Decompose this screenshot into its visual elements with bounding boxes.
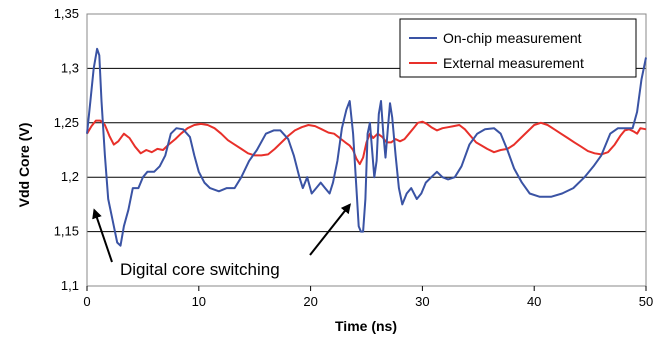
y-axis-ticks: 1,1 1,15 1,2 1,25 1,3 1,35: [54, 6, 79, 293]
plot-area: [86, 13, 647, 287]
legend-entry-on-chip: On-chip measurement: [443, 30, 582, 46]
x-axis-label: Time (ns): [335, 318, 397, 334]
annotation-text: Digital core switching: [120, 260, 280, 279]
y-axis-label: Vdd Core (V): [16, 123, 32, 208]
x-tick-label: 50: [639, 294, 653, 309]
legend-entry-external: External measurement: [443, 55, 584, 71]
x-tick-label: 30: [415, 294, 429, 309]
y-tick-label: 1,25: [54, 115, 79, 130]
series-line-on-chip: [86, 47, 647, 247]
x-tick-label: 0: [83, 294, 90, 309]
y-tick-label: 1,1: [61, 278, 79, 293]
series-layer: [86, 47, 647, 247]
x-axis-ticks: 0 10 20 30 40 50: [83, 286, 653, 309]
annotation-arrow-left: [92, 208, 113, 263]
legend-box: [399, 18, 637, 78]
x-tick-label: 40: [527, 294, 541, 309]
annotation-arrow-right: [309, 203, 351, 256]
x-tick-label: 10: [192, 294, 206, 309]
annotation: Digital core switching: [92, 203, 351, 279]
y-tick-label: 1,3: [61, 60, 79, 75]
x-tick-label: 20: [303, 294, 317, 309]
y-tick-label: 1,15: [54, 224, 79, 239]
y-tick-label: 1,35: [54, 6, 79, 21]
y-tick-label: 1,2: [61, 169, 79, 184]
legend: On-chip measurement External measurement: [399, 18, 637, 78]
